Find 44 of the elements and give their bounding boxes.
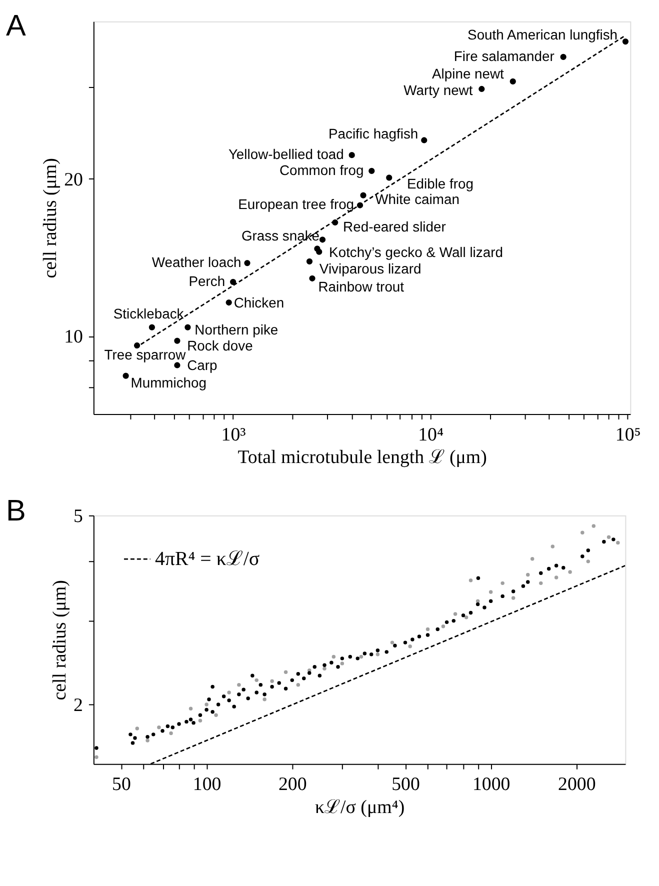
y-axis-title: cell radius (μm) <box>50 580 71 700</box>
x-tick-label: 2000 <box>558 774 596 796</box>
x-tick-label: 50 <box>112 774 131 796</box>
x-tick-label: 200 <box>278 774 307 796</box>
annotation: Rainbow trout <box>318 278 404 294</box>
annotation: Yellow-bellied toad <box>228 146 344 162</box>
annotation: Edible frog <box>407 176 474 192</box>
annotation: European tree frog <box>238 196 354 212</box>
annotation: Carp <box>187 357 218 374</box>
annotation: Weather loach <box>152 254 242 270</box>
x-tick-label: 1000 <box>472 774 510 796</box>
x-tick-label: 10⁴ <box>418 424 444 446</box>
y-tick-label: 10 <box>64 326 83 348</box>
chart-title: A <box>6 9 26 42</box>
chart-title: B <box>6 494 26 528</box>
annotation: Pacific hagfish <box>328 125 418 142</box>
annotation: Viviparous lizard <box>319 260 422 276</box>
annotation: Common frog <box>279 162 364 178</box>
annotation: Red-eared slider <box>343 218 446 234</box>
x-tick-label: 100 <box>192 774 222 796</box>
annotation: Alpine newt <box>432 65 504 82</box>
annotation: White caiman <box>375 191 460 208</box>
annotation: Northern pike <box>194 321 278 338</box>
x-axis-title: Total microtubule length ℒ (μm) <box>238 447 487 468</box>
annotation: Perch <box>188 272 226 289</box>
annotation: Fire salamander <box>454 48 555 64</box>
annotation: Chicken <box>234 294 284 310</box>
annotation: Rock dove <box>187 338 254 354</box>
x-tick-label: 500 <box>392 774 420 796</box>
annotation: Tree sparrow <box>104 346 187 362</box>
x-tick-label: 10⁵ <box>615 424 641 446</box>
y-axis-title: cell radius (μm) <box>40 158 62 278</box>
x-axis-title: κℒ/σ (μm⁴) <box>315 797 405 818</box>
annotation: Warty newt <box>404 82 473 98</box>
annotation: Grass snake <box>241 228 320 244</box>
annotation: Mummichog <box>130 374 207 391</box>
y-tick-label: 5 <box>74 506 83 527</box>
y-tick-label: 2 <box>74 694 83 716</box>
annotation: Kotchy’s gecko & Wall lizard <box>329 244 503 260</box>
annotation: Stickleback <box>113 305 184 322</box>
y-tick-label: 20 <box>64 169 83 190</box>
legend-label: 4πR⁴ = κℒ/σ <box>155 548 260 570</box>
annotation: South American lungfish <box>468 26 618 43</box>
x-tick-label: 10³ <box>221 424 246 446</box>
